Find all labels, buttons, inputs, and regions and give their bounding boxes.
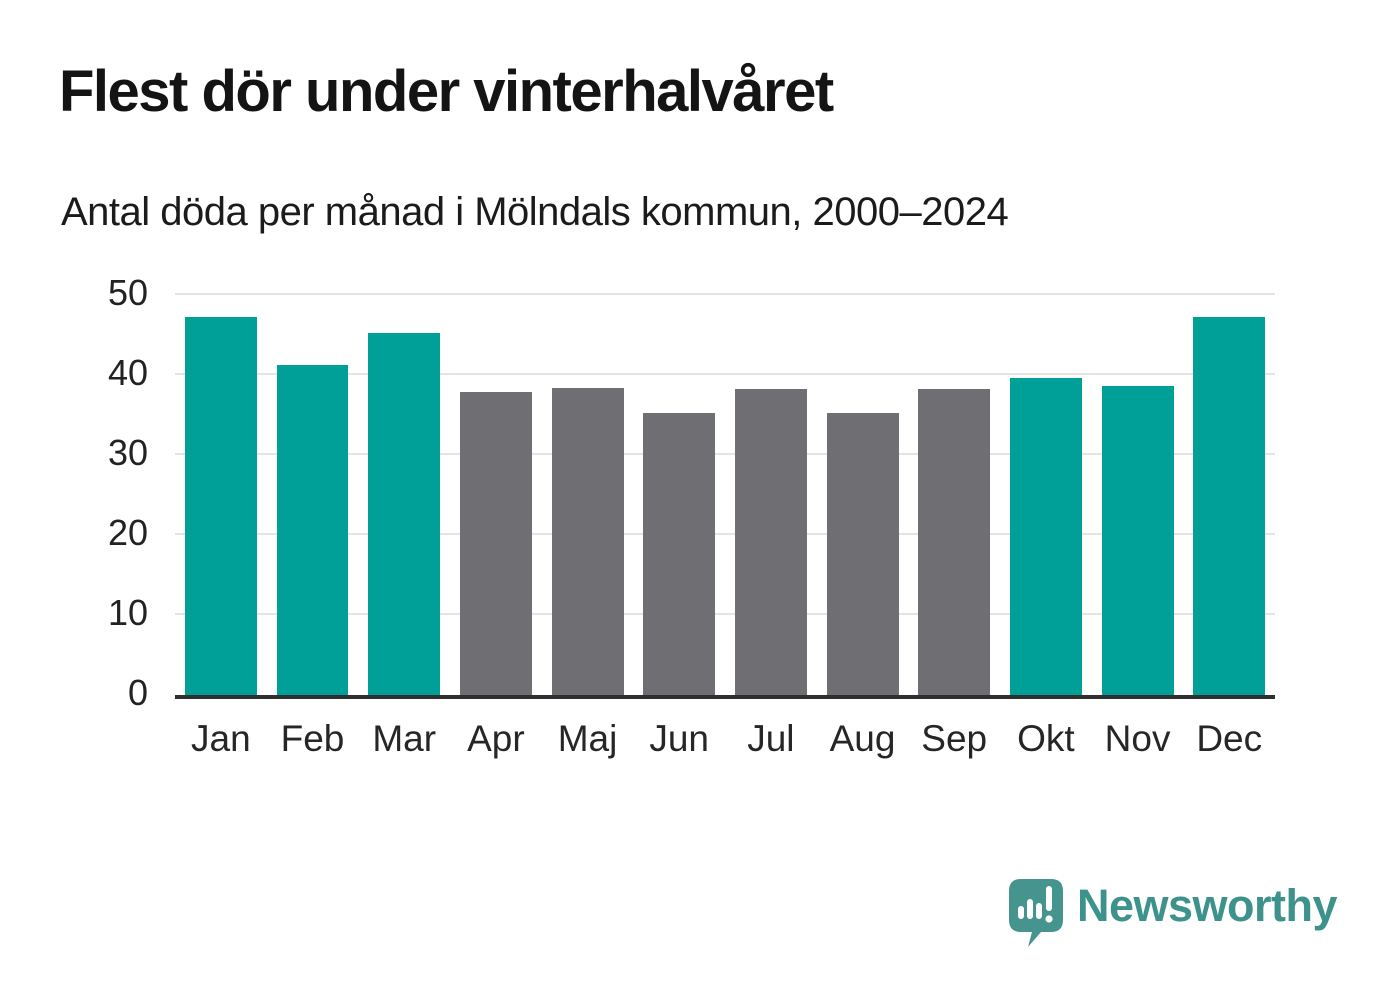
x-label-nov: Nov [1104, 718, 1171, 759]
bar-slot-dec [1183, 295, 1275, 695]
x-label-sep: Sep [921, 718, 988, 759]
bar-nov [1101, 386, 1174, 695]
bar-slot-jul [725, 295, 817, 695]
bar-slot-jan [175, 295, 267, 695]
newsworthy-logo-icon [1009, 879, 1063, 947]
chart-subtitle: Antal döda per månad i Mölndals kommun, … [61, 190, 1009, 234]
x-label-jun: Jun [649, 718, 710, 759]
bar-slot-maj [542, 295, 634, 695]
gridline-40 [175, 373, 1275, 375]
gridline-50 [175, 293, 1275, 295]
y-tick-label-0: 0 [127, 672, 148, 713]
bar-slot-apr [450, 295, 542, 695]
bar-slot-jun [633, 295, 725, 695]
bar-slot-feb [267, 295, 359, 695]
y-tick-label-40: 40 [107, 352, 148, 393]
x-label-aug: Aug [829, 718, 896, 759]
x-label-jan: Jan [191, 718, 251, 759]
bar-jan [184, 316, 257, 695]
gridline-10 [175, 613, 1275, 615]
bar-aug [826, 413, 899, 695]
brand-name: Newsworthy [1077, 880, 1338, 931]
x-label-mar: Mar [372, 718, 437, 759]
bar-slot-sep [908, 295, 1000, 695]
x-label-apr: Apr [467, 718, 525, 759]
y-axis-labels: 0 10 20 30 40 50 [0, 275, 150, 711]
bar-okt [1009, 378, 1082, 695]
x-label-jul: Jul [747, 718, 795, 759]
y-tick-label-30: 30 [107, 432, 148, 473]
bar-slot-mar [358, 295, 450, 695]
x-label-dec: Dec [1196, 718, 1263, 759]
bar-dec [1193, 316, 1266, 695]
bar-apr [459, 391, 532, 695]
bar-slot-aug [817, 295, 909, 695]
plot-area [175, 293, 1275, 699]
gridline-30 [175, 453, 1275, 455]
bar-maj [551, 387, 624, 695]
bar-sep [918, 389, 991, 695]
bar-jun [643, 412, 716, 695]
x-label-okt: Okt [1017, 718, 1075, 759]
bar-slot-nov [1092, 295, 1184, 695]
x-axis-labels: Jan Feb Mar Apr Maj Jun Jul Aug Sep Okt Nov Dec [175, 716, 1275, 762]
bar-feb [276, 364, 349, 695]
x-label-maj: Maj [557, 718, 618, 759]
brand-footer: Newsworthy [1009, 879, 1338, 949]
y-tick-label-10: 10 [107, 592, 148, 633]
x-label-feb: Feb [280, 718, 345, 759]
bar-mar [368, 333, 441, 695]
y-tick-label-50: 50 [107, 272, 148, 313]
chart-title: Flest dör under vinterhalvåret [59, 59, 834, 124]
gridline-20 [175, 533, 1275, 535]
bar-jul [734, 388, 807, 695]
bar-slot-okt [1000, 295, 1092, 695]
bars-container [175, 295, 1275, 695]
y-tick-label-20: 20 [107, 512, 148, 553]
